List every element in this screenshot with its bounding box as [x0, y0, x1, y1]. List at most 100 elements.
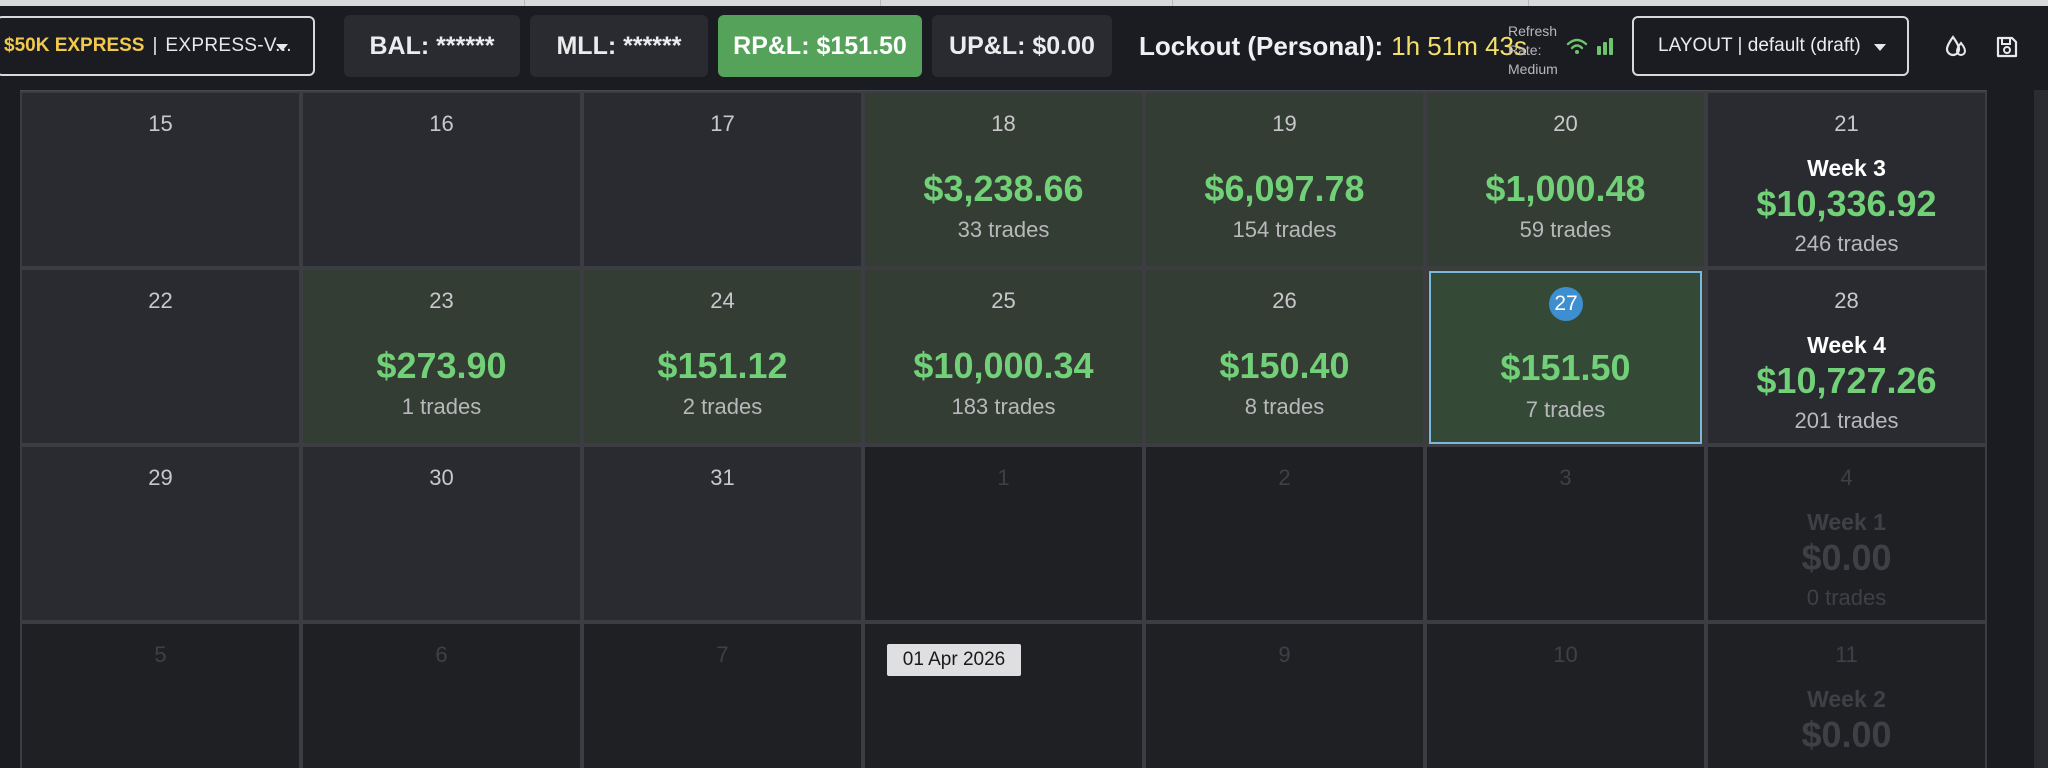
refresh-line: Refresh: [1508, 23, 1558, 39]
strip-separator: [1172, 0, 1173, 6]
day-number: 16: [429, 111, 454, 136]
day-trade-count: 1 trades: [401, 394, 482, 419]
calendar-grid: 15 16 17 18 $3,238.66 33 trades 19 $6,09…: [20, 90, 1987, 768]
wifi-icon: [1566, 38, 1588, 54]
day-number: 2: [1278, 465, 1291, 490]
realized-pnl-pill[interactable]: RP&L: $151.50: [718, 15, 922, 77]
save-icon[interactable]: [1994, 34, 2020, 60]
day-number: 1: [997, 465, 1010, 490]
day-number: 3: [1559, 465, 1572, 490]
mll-pill[interactable]: MLL: ******: [530, 15, 708, 77]
refresh-rate[interactable]: Refresh Rate: Medium: [1508, 22, 1558, 79]
week-trade-count: 201 trades: [1794, 408, 1899, 433]
calendar-day-next-month[interactable]: 9: [1144, 622, 1425, 768]
calendar-day[interactable]: 26 $150.40 8 trades: [1144, 268, 1425, 445]
calendar-day[interactable]: 19 $6,097.78 154 trades: [1144, 91, 1425, 268]
balance-pill[interactable]: BAL: ******: [344, 15, 520, 77]
day-trade-count: 59 trades: [1519, 217, 1612, 242]
calendar-day-next-month[interactable]: 6: [301, 622, 582, 768]
account-name: $50K EXPRESS: [4, 35, 145, 56]
day-number: 28: [1834, 288, 1859, 313]
day-pnl: $3,238.66: [923, 168, 1084, 209]
calendar-day[interactable]: 23 $273.90 1 trades: [301, 268, 582, 445]
chevron-down-icon: [1874, 44, 1886, 51]
day-trade-count: 154 trades: [1232, 217, 1337, 242]
calendar-day-next-month[interactable]: 7: [582, 622, 863, 768]
day-number: 30: [429, 465, 454, 490]
calendar-day-next-month[interactable]: 3: [1425, 445, 1706, 622]
lockout-timer: Lockout (Personal): 1h 51m 43s: [1139, 28, 1527, 64]
calendar-day[interactable]: 30: [301, 445, 582, 622]
week-pnl: $0.00: [1801, 537, 1892, 578]
strip-separator: [880, 0, 881, 6]
day-number: 5: [154, 642, 167, 667]
day-number: 15: [148, 111, 173, 136]
week-label: Week 1: [1807, 509, 1886, 535]
day-trade-count: 183 trades: [951, 394, 1056, 419]
refresh-line: Rate:: [1508, 42, 1542, 58]
calendar-day[interactable]: 24 $151.12 2 trades: [582, 268, 863, 445]
day-number: 11: [1835, 642, 1858, 667]
day-number: 29: [148, 465, 173, 490]
week-trade-count: 0 trades: [1806, 585, 1887, 610]
calendar-day[interactable]: 25 $10,000.34 183 trades: [863, 268, 1144, 445]
day-trade-count: 8 trades: [1244, 394, 1325, 419]
signal-bars-icon: [1597, 38, 1613, 55]
account-sub: EXPRESS-V...: [165, 35, 292, 56]
day-number: 6: [435, 642, 448, 667]
week-summary[interactable]: 28 Week 4 $10,727.26 201 trades: [1706, 268, 1987, 445]
account-separator: |: [152, 35, 158, 56]
week-summary[interactable]: 21 Week 3 $10,336.92 246 trades: [1706, 91, 1987, 268]
day-trade-count: 2 trades: [682, 394, 763, 419]
week-label: Week 3: [1807, 155, 1886, 181]
day-number: 7: [716, 642, 729, 667]
chevron-down-icon: [276, 44, 288, 51]
strip-separator: [1528, 0, 1529, 6]
account-selector[interactable]: $50K EXPRESS | EXPRESS-V...: [0, 16, 315, 76]
drop-icon[interactable]: [1943, 34, 1969, 60]
day-number: 10: [1553, 642, 1578, 667]
right-scroll-edge[interactable]: [2034, 90, 2048, 768]
calendar-day[interactable]: 18 $3,238.66 33 trades: [863, 91, 1144, 268]
layout-selector[interactable]: LAYOUT | default (draft): [1632, 16, 1909, 76]
day-number: 18: [991, 111, 1016, 136]
day-pnl: $151.50: [1500, 347, 1631, 388]
calendar-day[interactable]: 17: [582, 91, 863, 268]
strip-separator: [524, 0, 525, 6]
calendar-day-next-month[interactable]: 10: [1425, 622, 1706, 768]
day-number: 19: [1272, 111, 1297, 136]
lockout-label: Lockout (Personal):: [1139, 30, 1384, 61]
calendar-day[interactable]: 20 $1,000.48 59 trades: [1425, 91, 1706, 268]
top-strip: [0, 0, 2048, 6]
unrealized-pnl-pill[interactable]: UP&L: $0.00: [932, 15, 1112, 77]
day-number: 24: [710, 288, 735, 313]
week-label: Week 4: [1807, 332, 1886, 358]
refresh-line: Medium: [1508, 61, 1558, 77]
calendar-day-today[interactable]: 27 $151.50 7 trades: [1429, 271, 1702, 444]
today-badge: 27: [1549, 287, 1583, 321]
day-number: 31: [710, 465, 735, 490]
day-pnl: $1,000.48: [1485, 168, 1646, 209]
calendar-day[interactable]: 31: [582, 445, 863, 622]
day-number: 26: [1272, 288, 1297, 313]
calendar-day[interactable]: 16: [301, 91, 582, 268]
calendar-day[interactable]: 22: [20, 268, 301, 445]
calendar-day[interactable]: 29: [20, 445, 301, 622]
day-pnl: $273.90: [376, 345, 507, 386]
day-pnl: $150.40: [1219, 345, 1350, 386]
week-pnl: $10,727.26: [1756, 360, 1937, 401]
calendar-day[interactable]: 15: [20, 91, 301, 268]
day-pnl: $151.12: [657, 345, 788, 386]
week-trade-count: 246 trades: [1794, 231, 1899, 256]
week-summary[interactable]: 4 Week 1 $0.00 0 trades: [1706, 445, 1987, 622]
calendar-day-next-month[interactable]: 5: [20, 622, 301, 768]
calendar-day-next-month[interactable]: 1: [863, 445, 1144, 622]
calendar-day-next-month[interactable]: 2: [1144, 445, 1425, 622]
lockout-value: 1h 51m 43s: [1391, 30, 1528, 61]
week-pnl: $10,336.92: [1756, 183, 1937, 224]
day-number: 21: [1834, 111, 1859, 136]
day-pnl: $6,097.78: [1204, 168, 1365, 209]
day-number: 9: [1278, 642, 1291, 667]
week-summary[interactable]: 11 Week 2 $0.00: [1706, 622, 1987, 768]
day-number: 25: [991, 288, 1016, 313]
